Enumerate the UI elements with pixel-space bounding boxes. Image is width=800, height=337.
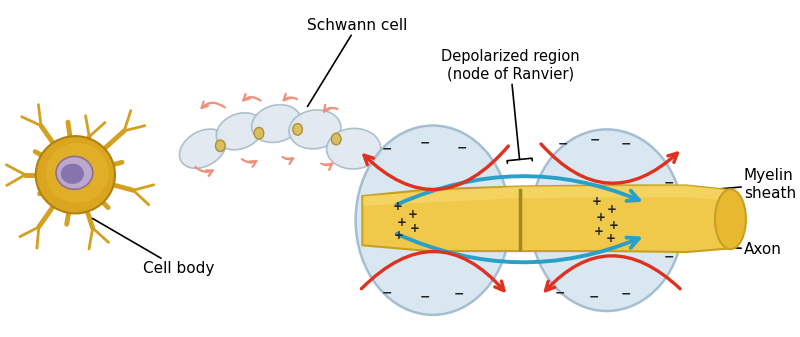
Text: Cell body: Cell body [93,218,214,276]
Polygon shape [362,185,732,252]
Text: +: + [596,211,606,224]
Text: −: − [420,291,430,304]
Ellipse shape [331,133,341,145]
Text: Axon: Axon [681,242,782,257]
Text: +: + [609,218,618,232]
Text: −: − [663,250,674,264]
Ellipse shape [289,110,341,149]
Text: −: − [663,176,674,189]
Ellipse shape [326,128,381,169]
Text: −: − [558,137,569,150]
Text: −: − [555,286,566,299]
Text: −: − [590,133,601,147]
Text: +: + [410,222,419,235]
Text: +: + [592,195,602,208]
Ellipse shape [215,140,225,152]
Text: −: − [457,141,467,154]
Text: −: − [382,286,392,299]
Ellipse shape [355,125,510,315]
Polygon shape [363,185,730,206]
Ellipse shape [530,129,683,311]
Ellipse shape [293,124,302,135]
Text: −: − [382,142,392,155]
Ellipse shape [254,127,264,139]
Ellipse shape [179,129,226,168]
Text: −: − [589,291,599,304]
Text: +: + [594,225,604,238]
Text: −: − [621,287,631,300]
Text: −: − [454,287,464,300]
Ellipse shape [216,113,263,150]
Text: +: + [606,232,615,245]
Text: +: + [394,229,404,242]
Text: −: − [621,137,631,150]
Ellipse shape [46,143,109,203]
Text: Depolarized region
(node of Ranvier): Depolarized region (node of Ranvier) [441,49,579,163]
Text: +: + [606,203,617,216]
Ellipse shape [715,189,746,249]
Text: +: + [397,216,407,228]
Text: +: + [408,208,418,221]
Text: −: − [420,136,430,149]
Ellipse shape [61,164,84,184]
Ellipse shape [56,156,93,189]
Text: Myelin
sheath: Myelin sheath [654,168,796,201]
Text: +: + [393,200,403,213]
Ellipse shape [252,105,301,143]
Ellipse shape [36,136,115,213]
Text: Schwann cell: Schwann cell [307,18,408,106]
